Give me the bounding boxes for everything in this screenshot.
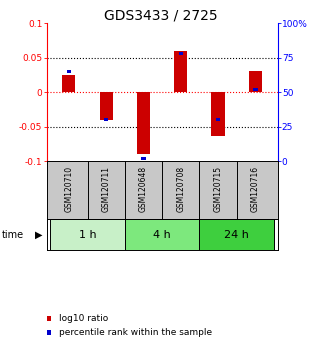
- Text: 24 h: 24 h: [224, 229, 249, 240]
- Bar: [178, 52, 183, 55]
- Text: 4 h: 4 h: [153, 229, 171, 240]
- Text: log10 ratio: log10 ratio: [59, 314, 108, 323]
- Bar: [199, 219, 274, 250]
- Bar: [50, 219, 125, 250]
- Text: time: time: [2, 229, 24, 240]
- Text: ▶: ▶: [35, 229, 43, 240]
- Text: GSM120711: GSM120711: [102, 166, 111, 212]
- Bar: [249, 71, 262, 92]
- Bar: [141, 156, 146, 160]
- Bar: [137, 92, 150, 154]
- Text: GSM120715: GSM120715: [213, 166, 222, 212]
- Bar: [212, 92, 225, 136]
- Text: GSM120710: GSM120710: [65, 166, 74, 212]
- Bar: [253, 87, 257, 91]
- Bar: [62, 75, 75, 92]
- Text: GSM120716: GSM120716: [251, 166, 260, 212]
- Bar: [100, 92, 113, 120]
- Text: GDS3433 / 2725: GDS3433 / 2725: [104, 9, 217, 23]
- Text: 1 h: 1 h: [79, 229, 96, 240]
- Text: GSM120648: GSM120648: [139, 166, 148, 212]
- Bar: [174, 51, 187, 92]
- Bar: [67, 70, 71, 73]
- Bar: [125, 219, 199, 250]
- Text: GSM120708: GSM120708: [176, 166, 185, 212]
- Bar: [216, 118, 220, 121]
- Text: percentile rank within the sample: percentile rank within the sample: [59, 328, 213, 337]
- Bar: [104, 118, 108, 121]
